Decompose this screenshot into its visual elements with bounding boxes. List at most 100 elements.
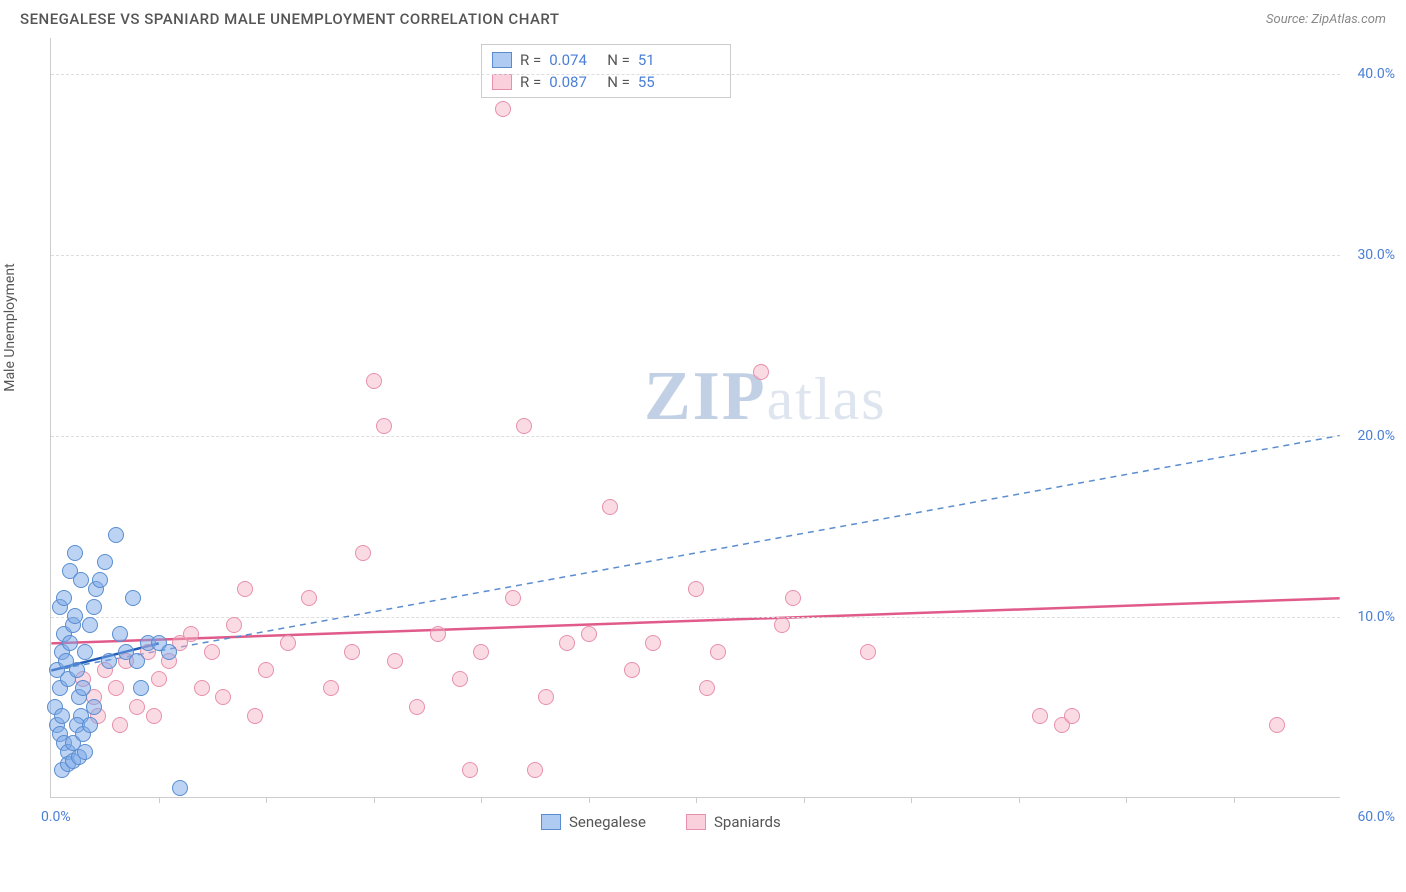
data-point: [645, 635, 661, 651]
x-tick: [1019, 797, 1020, 803]
y-tick-label: 30.0%: [1357, 247, 1395, 263]
data-point: [1032, 708, 1048, 724]
data-point: [538, 689, 554, 705]
legend-item: Spaniards: [686, 813, 781, 831]
data-point: [133, 680, 149, 696]
x-tick: [911, 797, 912, 803]
legend-swatch: [492, 74, 512, 90]
data-point: [323, 680, 339, 696]
data-point: [67, 608, 83, 624]
n-value: 55: [638, 73, 688, 91]
data-point: [624, 662, 640, 678]
data-point: [505, 590, 521, 606]
legend-stat-row: R = 0.074 N = 51: [492, 49, 720, 71]
data-point: [77, 744, 93, 760]
data-point: [366, 373, 382, 389]
r-value: 0.074: [549, 51, 599, 69]
x-tick-min: 0.0%: [41, 809, 71, 825]
trend-lines: [51, 38, 1340, 797]
y-tick-label: 10.0%: [1357, 609, 1395, 625]
legend-label: Senegalese: [569, 813, 646, 831]
data-point: [67, 545, 83, 561]
legend-swatch: [541, 814, 561, 830]
n-value: 51: [638, 51, 688, 69]
x-tick: [1126, 797, 1127, 803]
data-point: [73, 572, 89, 588]
r-label: R =: [520, 73, 541, 91]
data-point: [409, 699, 425, 715]
data-point: [710, 644, 726, 660]
data-point: [376, 418, 392, 434]
data-point: [92, 572, 108, 588]
data-point: [344, 644, 360, 660]
data-point: [112, 717, 128, 733]
data-point: [204, 644, 220, 660]
data-point: [75, 680, 91, 696]
x-tick: [159, 797, 160, 803]
gridline: [51, 255, 1340, 256]
legend-label: Spaniards: [714, 813, 781, 831]
data-point: [430, 626, 446, 642]
chart-area: Male Unemployment ZIPatlas R = 0.074 N =…: [50, 38, 1386, 858]
data-point: [237, 581, 253, 597]
header: SENEGALESE VS SPANIARD MALE UNEMPLOYMENT…: [0, 0, 1406, 34]
x-tick-max: 60.0%: [1357, 809, 1395, 825]
legend-swatch: [492, 52, 512, 68]
x-tick: [696, 797, 697, 803]
data-point: [194, 680, 210, 696]
source-label: Source: ZipAtlas.com: [1266, 12, 1386, 27]
n-label: N =: [607, 51, 630, 69]
data-point: [462, 762, 478, 778]
x-tick: [266, 797, 267, 803]
data-point: [82, 617, 98, 633]
legend-item: Senegalese: [541, 813, 646, 831]
data-point: [581, 626, 597, 642]
data-point: [495, 101, 511, 117]
x-tick: [804, 797, 805, 803]
data-point: [97, 554, 113, 570]
data-point: [355, 545, 371, 561]
data-point: [86, 599, 102, 615]
data-point: [1269, 717, 1285, 733]
gridline: [51, 74, 1340, 75]
plot-region: ZIPatlas R = 0.074 N = 51 R = 0.087 N = …: [50, 38, 1340, 798]
data-point: [86, 699, 102, 715]
data-point: [774, 617, 790, 633]
data-point: [62, 635, 78, 651]
x-tick: [589, 797, 590, 803]
data-point: [172, 780, 188, 796]
data-point: [753, 364, 769, 380]
data-point: [559, 635, 575, 651]
y-axis-label: Male Unemployment: [2, 263, 18, 391]
r-value: 0.087: [549, 73, 599, 91]
data-point: [77, 644, 93, 660]
data-point: [151, 671, 167, 687]
data-point: [101, 653, 117, 669]
data-point: [1064, 708, 1080, 724]
data-point: [146, 708, 162, 724]
data-point: [860, 644, 876, 660]
data-point: [183, 626, 199, 642]
gridline: [51, 617, 1340, 618]
data-point: [280, 635, 296, 651]
x-tick: [374, 797, 375, 803]
data-point: [452, 671, 468, 687]
data-point: [247, 708, 263, 724]
chart-title: SENEGALESE VS SPANIARD MALE UNEMPLOYMENT…: [20, 10, 560, 28]
legend-swatch: [686, 814, 706, 830]
y-tick-label: 20.0%: [1357, 428, 1395, 444]
n-label: N =: [607, 73, 630, 91]
data-point: [258, 662, 274, 678]
data-point: [699, 680, 715, 696]
r-label: R =: [520, 51, 541, 69]
data-point: [516, 418, 532, 434]
data-point: [226, 617, 242, 633]
data-point: [215, 689, 231, 705]
data-point: [527, 762, 543, 778]
data-point: [56, 590, 72, 606]
data-point: [69, 662, 85, 678]
data-point: [473, 644, 489, 660]
data-point: [125, 590, 141, 606]
data-point: [387, 653, 403, 669]
data-point: [301, 590, 317, 606]
